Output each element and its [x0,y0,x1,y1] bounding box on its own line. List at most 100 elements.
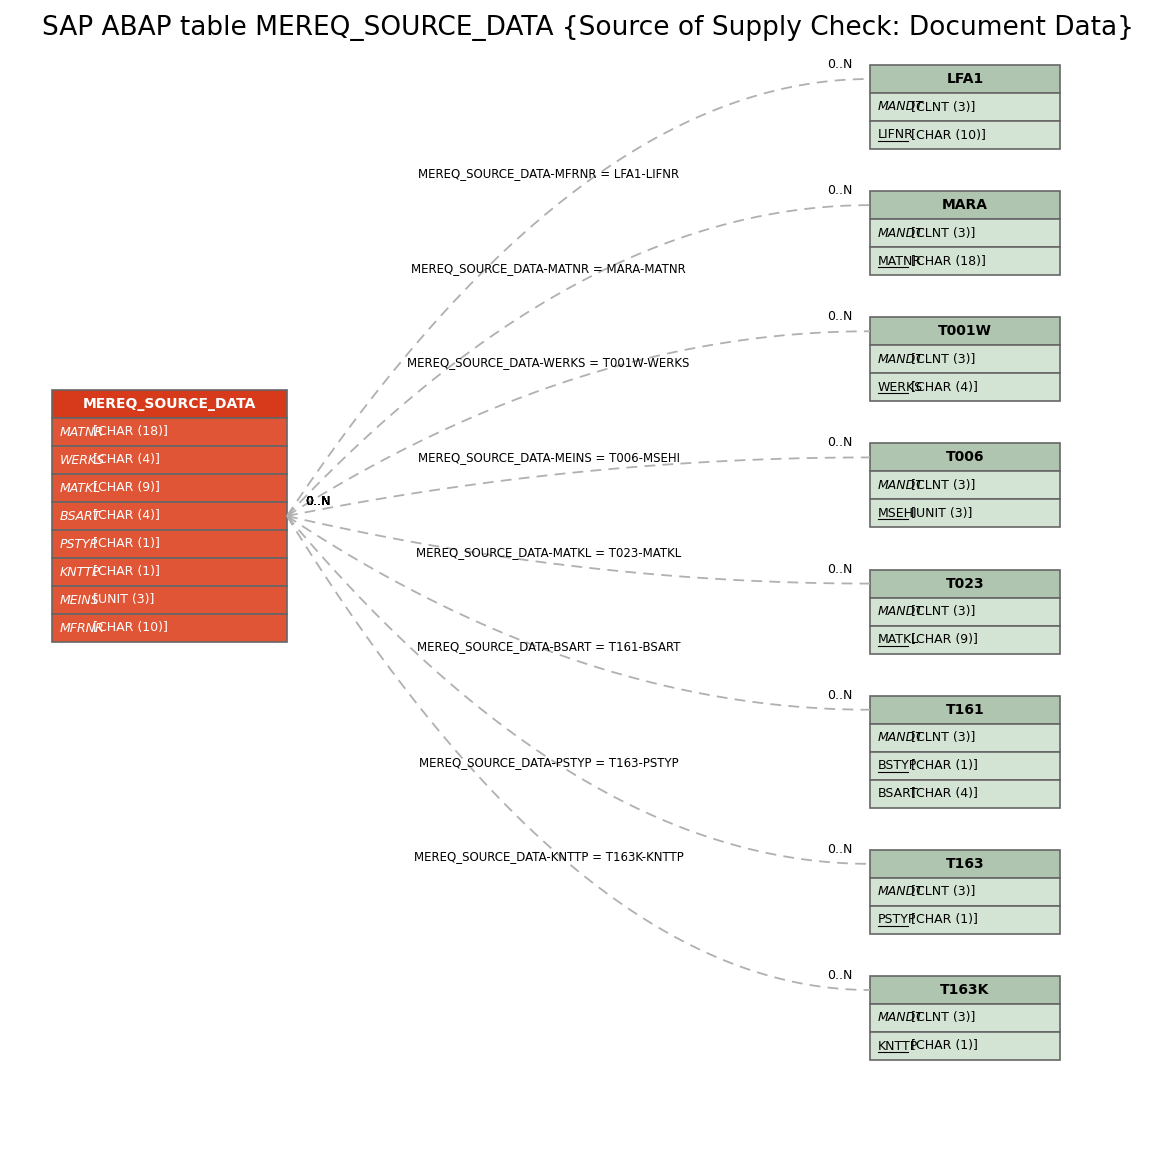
Text: MANDT: MANDT [878,352,924,365]
Bar [870,93,1060,121]
Text: KNTTP: KNTTP [878,1040,918,1053]
Text: [CHAR (4)]: [CHAR (4)] [907,787,978,800]
Text: MEREQ_SOURCE_DATA-BSART = T161-BSART: MEREQ_SOURCE_DATA-BSART = T161-BSART [416,641,680,653]
Text: 0..N: 0..N [827,689,851,701]
Bar [870,317,1060,345]
Text: MSEHI: MSEHI [878,507,917,520]
Text: LIFNR: LIFNR [878,129,914,142]
Text: WERKS: WERKS [878,381,923,393]
Text: BSART: BSART [878,787,918,800]
Text: [CHAR (4)]: [CHAR (4)] [907,381,978,393]
Text: 0..N: 0..N [305,495,330,508]
Text: [UNIT (3)]: [UNIT (3)] [907,507,973,520]
Text: [CLNT (3)]: [CLNT (3)] [907,885,975,898]
Text: [CLNT (3)]: [CLNT (3)] [907,1012,975,1025]
Text: T006: T006 [946,451,984,465]
Text: 0..N: 0..N [305,495,330,508]
Bar [52,586,287,614]
Bar [870,374,1060,402]
Text: [CHAR (9)]: [CHAR (9)] [907,634,978,646]
Bar [870,1032,1060,1060]
Text: 0..N: 0..N [827,59,851,71]
Text: T163: T163 [946,857,984,871]
Text: [CHAR (18)]: [CHAR (18)] [89,425,168,438]
Text: [CHAR (1)]: [CHAR (1)] [907,1040,978,1053]
Text: 0..N: 0..N [827,437,851,450]
Text: MEREQ_SOURCE_DATA: MEREQ_SOURCE_DATA [82,397,256,411]
Text: [UNIT (3)]: [UNIT (3)] [89,594,154,607]
Text: [CHAR (18)]: [CHAR (18)] [907,254,985,268]
Bar [870,878,1060,906]
Text: MANDT: MANDT [878,885,924,898]
Text: 0..N: 0..N [305,495,330,508]
Text: MATKL: MATKL [60,481,101,494]
Bar [870,444,1060,472]
Text: [CHAR (10)]: [CHAR (10)] [89,622,168,635]
Text: MATKL: MATKL [878,634,920,646]
Text: MANDT: MANDT [878,227,924,240]
Bar [870,191,1060,219]
Text: MANDT: MANDT [878,605,924,618]
Text: [CLNT (3)]: [CLNT (3)] [907,731,975,745]
Bar [870,597,1060,625]
Bar [52,446,287,474]
Bar [52,474,287,502]
Text: [CHAR (1)]: [CHAR (1)] [89,537,160,550]
Bar [870,752,1060,780]
Text: [CHAR (1)]: [CHAR (1)] [907,759,978,772]
Bar [870,625,1060,653]
Bar [870,569,1060,597]
Text: MEREQ_SOURCE_DATA-MEINS = T006-MSEHI: MEREQ_SOURCE_DATA-MEINS = T006-MSEHI [417,451,680,464]
Text: PSTYP: PSTYP [60,537,98,550]
Text: [CHAR (1)]: [CHAR (1)] [907,913,978,926]
Bar [870,121,1060,149]
Bar [52,418,287,446]
Text: T001W: T001W [938,324,991,338]
Text: MARA: MARA [942,198,988,212]
Bar [52,530,287,559]
Text: [CLNT (3)]: [CLNT (3)] [907,352,975,365]
Text: MEREQ_SOURCE_DATA-MFRNR = LFA1-LIFNR: MEREQ_SOURCE_DATA-MFRNR = LFA1-LIFNR [417,167,679,180]
Bar [870,247,1060,275]
Text: LFA1: LFA1 [947,71,983,85]
Text: 0..N: 0..N [827,968,851,982]
Bar [870,780,1060,808]
Text: MANDT: MANDT [878,101,924,114]
Text: [CLNT (3)]: [CLNT (3)] [907,227,975,240]
Text: [CLNT (3)]: [CLNT (3)] [907,605,975,618]
Text: MEINS: MEINS [60,594,100,607]
Text: 0..N: 0..N [305,495,330,508]
Text: T163K: T163K [941,982,990,997]
Text: T023: T023 [946,576,984,590]
Bar [870,219,1060,247]
Bar [870,975,1060,1004]
Text: MEREQ_SOURCE_DATA-WERKS = T001W-WERKS: MEREQ_SOURCE_DATA-WERKS = T001W-WERKS [407,356,689,370]
Text: 0..N: 0..N [305,495,330,508]
Bar [870,472,1060,499]
Text: MEREQ_SOURCE_DATA-MATKL = T023-MATKL: MEREQ_SOURCE_DATA-MATKL = T023-MATKL [416,546,681,559]
Text: 0..N: 0..N [827,184,851,197]
Bar [870,499,1060,527]
Text: T161: T161 [946,703,984,717]
Text: 0..N: 0..N [305,495,330,508]
Text: 0..N: 0..N [827,310,851,323]
Text: BSTYP: BSTYP [878,759,917,772]
Text: PSTYP: PSTYP [878,913,916,926]
Text: 0..N: 0..N [827,843,851,856]
Text: 0..N: 0..N [305,495,330,508]
Bar [52,502,287,530]
Text: MANDT: MANDT [878,479,924,492]
Bar [52,390,287,418]
Bar [870,724,1060,752]
Bar [870,696,1060,724]
Text: KNTTP: KNTTP [60,566,100,578]
Bar [870,345,1060,374]
Text: [CHAR (9)]: [CHAR (9)] [89,481,160,494]
Text: [CLNT (3)]: [CLNT (3)] [907,479,975,492]
Text: 0..N: 0..N [305,495,330,508]
Text: MANDT: MANDT [878,731,924,745]
Bar [870,66,1060,93]
Text: WERKS: WERKS [60,453,105,466]
Text: [CHAR (4)]: [CHAR (4)] [89,509,160,522]
Bar [870,906,1060,933]
